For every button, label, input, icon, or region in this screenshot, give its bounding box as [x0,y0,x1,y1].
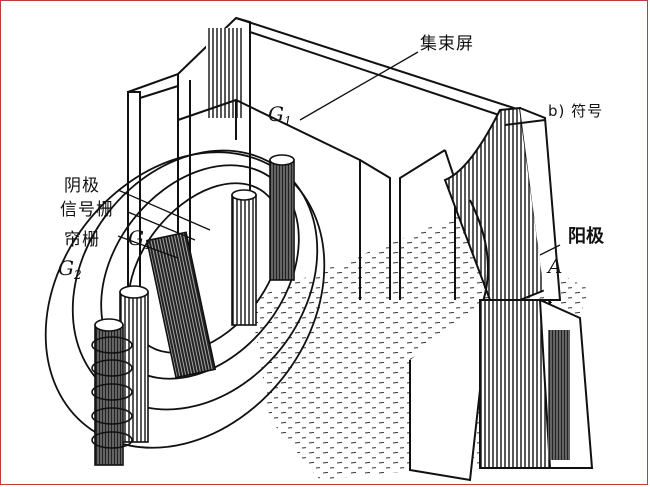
g2-label: G2 [58,256,82,282]
focus-screen-label: 集束屏 [420,34,474,54]
grid-coils [91,336,133,449]
anode-letter: A [548,254,563,278]
signal-grid-label: 信号栅 [60,200,114,220]
leader-lines [117,51,561,259]
cathode-label: 阴极 [64,176,100,196]
anode-plate [409,106,594,482]
anode-label: 阳极 [568,226,604,247]
screen-grid-label: 帘栅 [64,230,100,250]
g1-mid-label: G1 [128,226,152,252]
b-symbol-label: b) 符号 [548,102,604,120]
grid-posts [94,154,295,466]
g1-top-label: G1 [268,102,292,128]
